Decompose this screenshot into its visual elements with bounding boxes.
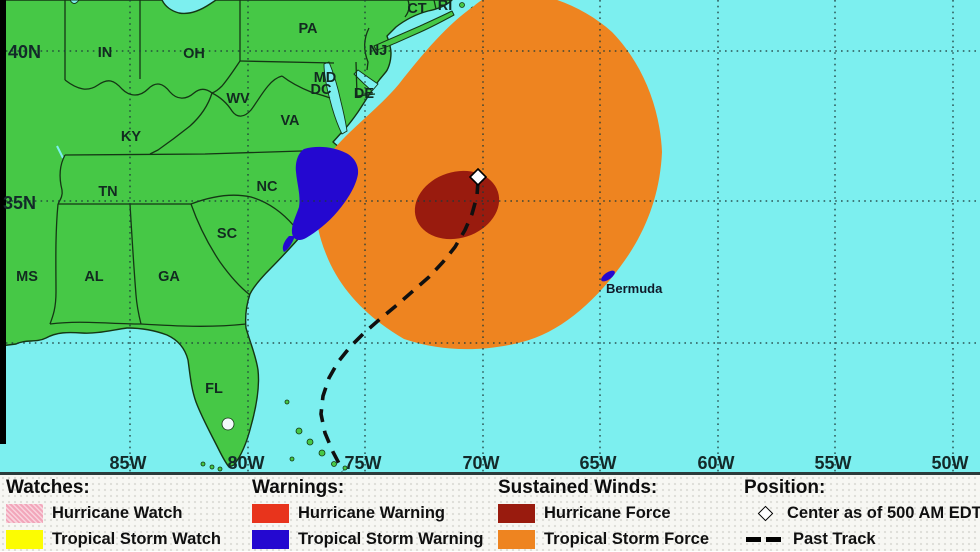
longitude-label: 80W: [227, 453, 264, 472]
tropical-storm-warning-area: [282, 146, 359, 252]
long-island: [373, 10, 455, 51]
state-label: TN: [98, 184, 117, 200]
state-label: OH: [183, 46, 205, 62]
legend-item-label: Tropical Storm Force: [544, 530, 710, 548]
legend-position-column: Position: Center as of 500 AM EDT Past T…: [744, 476, 980, 552]
legend-warnings-heading: Warnings:: [252, 477, 345, 498]
past-track-dash-icon: [746, 537, 781, 542]
state-label: RI: [438, 0, 453, 14]
storm-center-marker: [468, 167, 488, 187]
state-label: CT: [407, 1, 426, 17]
tropical-storm-watch-swatch: [6, 530, 43, 549]
state-label: AL: [84, 269, 103, 285]
hurricane-warning-swatch: [252, 504, 289, 523]
longitude-label: 70W: [462, 453, 499, 472]
latitude-label: 35N: [3, 193, 36, 213]
state-label: KY: [121, 129, 141, 145]
legend-item-label: Hurricane Warning: [298, 504, 445, 522]
longitude-label: 75W: [344, 453, 381, 472]
legend-warnings-column: Warnings: Hurricane Warning Tropical Sto…: [252, 476, 484, 552]
legend-watches-heading: Watches:: [6, 477, 90, 498]
legend-item-tropical-storm-warning: Tropical Storm Warning: [252, 527, 484, 552]
legend-item-label: Tropical Storm Warning: [298, 530, 484, 548]
state-label: IN: [98, 45, 113, 61]
state-label: DE: [354, 86, 374, 102]
legend-position-heading: Position:: [744, 477, 826, 498]
legend-watches-column: Watches: Hurricane Watch Tropical Storm …: [6, 476, 221, 552]
tropical-storm-force-area: [315, 0, 662, 350]
wind-field-map: IN OH PA NJ MD DC DE WV VA KY TN NC SC M…: [0, 0, 980, 472]
hurricane-watch-swatch: [6, 504, 43, 523]
longitude-label: 85W: [109, 453, 146, 472]
hurricane-force-swatch: [498, 504, 535, 523]
lake-okeechobee: [221, 417, 235, 431]
legend-item-tropical-storm-force: Tropical Storm Force: [498, 527, 709, 552]
state-label: MD: [314, 70, 337, 86]
lake-michigan-tip: [69, 0, 80, 4]
legend-item-hurricane-watch: Hurricane Watch: [6, 501, 221, 526]
state-label: GA: [158, 269, 180, 285]
legend-sustained-winds-column: Sustained Winds: Hurricane Force Tropica…: [498, 476, 709, 552]
delaware-bay: [353, 69, 379, 92]
center-diamond-icon: [757, 505, 774, 522]
state-label: WV: [226, 91, 250, 107]
legend-item-center-position: Center as of 500 AM EDT: [744, 501, 980, 526]
latitude-label: 40N: [8, 42, 41, 62]
legend-item-label: Tropical Storm Watch: [52, 530, 221, 548]
longitude-label: 55W: [814, 453, 851, 472]
legend-item-label: Past Track: [793, 530, 876, 548]
longitude-label: 65W: [579, 453, 616, 472]
longitude-label: 50W: [931, 453, 968, 472]
longitude-label: 60W: [697, 453, 734, 472]
tropical-storm-force-swatch: [498, 530, 535, 549]
map-legend-divider: [0, 472, 980, 475]
legend-item-label: Center as of 500 AM EDT: [787, 504, 980, 522]
kentucky-lake: [56, 145, 64, 159]
state-label: NJ: [369, 43, 388, 59]
state-label: MS: [16, 269, 38, 285]
legend-item-past-track: Past Track: [744, 527, 980, 552]
legend: Watches: Hurricane Watch Tropical Storm …: [0, 475, 980, 551]
legend-item-label: Hurricane Force: [544, 504, 671, 522]
tropical-storm-warning-swatch: [252, 530, 289, 549]
lat-lon-gridlines: [0, 0, 980, 472]
legend-item-label: Hurricane Watch: [52, 504, 183, 522]
small-islands: [200, 399, 348, 472]
state-label: FL: [205, 381, 223, 397]
legend-item-hurricane-force: Hurricane Force: [498, 501, 709, 526]
map-left-border: [0, 0, 6, 444]
map-canvas: IN OH PA NJ MD DC DE WV VA KY TN NC SC M…: [0, 0, 980, 472]
state-label: NC: [257, 179, 278, 195]
past-track-line: [319, 180, 480, 472]
state-label: DC: [311, 82, 332, 98]
chesapeake-bay: [323, 61, 348, 135]
state-label: PA: [298, 21, 318, 37]
bermuda-label: Bermuda: [606, 281, 663, 296]
legend-sustained-winds-heading: Sustained Winds:: [498, 477, 658, 498]
state-label: SC: [217, 226, 238, 242]
legend-item-tropical-storm-watch: Tropical Storm Watch: [6, 527, 221, 552]
bermuda-island: [601, 270, 615, 282]
state-borders: [49, 0, 437, 327]
legend-item-hurricane-warning: Hurricane Warning: [252, 501, 484, 526]
state-label: VA: [280, 113, 300, 129]
map-labels: IN OH PA NJ MD DC DE WV VA KY TN NC SC M…: [3, 0, 969, 472]
